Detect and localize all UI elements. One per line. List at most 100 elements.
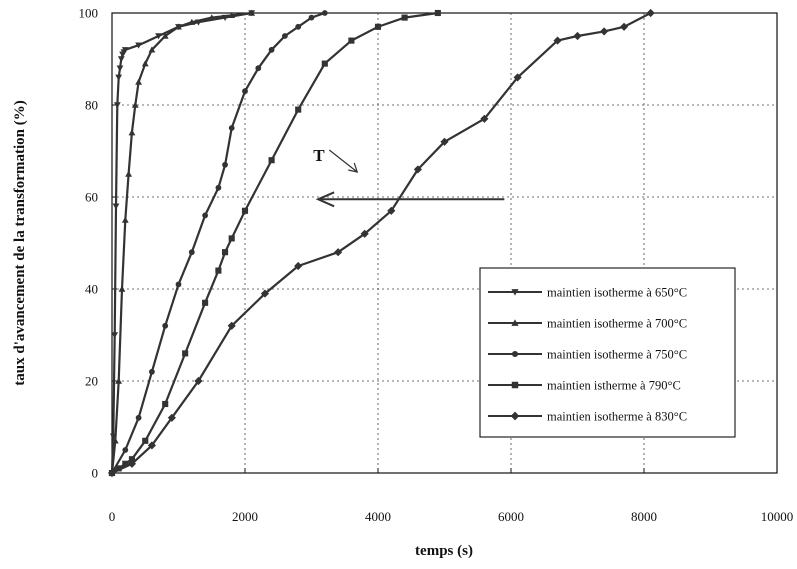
data-point: [387, 206, 396, 215]
data-point: [440, 137, 449, 146]
data-point: [295, 106, 302, 113]
series-2: [108, 9, 256, 476]
data-point: [155, 33, 162, 40]
data-point: [228, 235, 235, 242]
data-point: [308, 14, 315, 21]
data-point: [113, 102, 121, 109]
x-tick-label: 10000: [761, 509, 794, 524]
legend-label: maintien isotherme à 700°C: [547, 317, 687, 331]
data-point: [360, 229, 369, 238]
data-point: [122, 460, 129, 467]
data-point: [135, 414, 142, 421]
data-point: [242, 88, 248, 95]
x-tick-label: 0: [109, 509, 116, 524]
data-point: [248, 9, 256, 16]
series-5: [107, 8, 655, 478]
data-point: [215, 184, 222, 191]
data-point: [135, 78, 142, 85]
data-point: [202, 299, 209, 306]
data-point: [215, 267, 222, 274]
data-point: [260, 289, 270, 298]
data-point: [112, 203, 120, 210]
data-point: [111, 437, 119, 444]
data-point: [600, 27, 609, 36]
data-point: [227, 321, 236, 330]
data-point: [162, 322, 169, 329]
x-tick-label: 4000: [365, 509, 391, 524]
legend-box: [479, 267, 736, 438]
data-point: [480, 114, 489, 123]
legend-label: maintien isotherme à 650°C: [547, 286, 687, 300]
series-line: [111, 12, 652, 474]
x-tick-label: 8000: [631, 509, 657, 524]
data-point: [116, 65, 124, 72]
data-point: [510, 411, 520, 421]
data-point: [294, 261, 303, 271]
y-tick-label: 20: [85, 374, 98, 389]
data-point: [295, 23, 302, 30]
data-point: [282, 33, 288, 39]
series-4: [108, 9, 441, 477]
data-point: [142, 437, 149, 444]
data-point: [148, 46, 156, 53]
x-tick-label: 2000: [232, 509, 258, 524]
data-point: [553, 36, 562, 45]
data-point: [268, 157, 275, 164]
data-point: [268, 46, 275, 53]
data-point: [141, 60, 149, 67]
data-point: [321, 10, 328, 16]
legend-label: maintien isthermе à 790°C: [547, 379, 681, 393]
data-point: [149, 368, 155, 375]
data-point: [348, 37, 355, 44]
data-point: [125, 170, 133, 177]
y-tick-label: 80: [85, 98, 98, 113]
data-point: [121, 47, 129, 54]
annotation-t: T: [313, 146, 325, 165]
data-point: [221, 249, 229, 256]
data-point: [107, 468, 117, 478]
data-point: [434, 9, 441, 17]
y-tick-label: 100: [79, 6, 99, 21]
data-point: [222, 161, 228, 168]
axis-ticks: 0 2000 4000 6000 8000 10000 0 20 40 60 80 100: [79, 6, 794, 525]
data-point: [182, 350, 189, 357]
annotation-t-pointer: [328, 149, 358, 173]
data-point: [147, 441, 156, 450]
data-point: [228, 125, 235, 131]
data-point: [188, 249, 195, 256]
data-point: [118, 285, 126, 292]
data-point: [208, 14, 216, 21]
data-point: [162, 400, 169, 408]
data-point: [115, 465, 122, 472]
data-point: [619, 22, 629, 31]
data-point: [111, 332, 119, 339]
annotations: T: [313, 146, 505, 208]
data-point: [175, 281, 182, 288]
data-point: [121, 216, 129, 223]
y-tick-label: 40: [85, 282, 98, 297]
data-point: [161, 32, 169, 39]
data-point: [228, 11, 236, 19]
data-point: [374, 23, 382, 30]
data-point: [117, 56, 125, 63]
shift-arrow-head: [315, 191, 335, 208]
annotation-t-pointer-head: [348, 162, 359, 173]
series-3: [109, 10, 328, 476]
data-point: [573, 31, 582, 41]
y-axis-title: taux d'avancement de la transformation (…: [12, 100, 28, 385]
data-point: [128, 456, 136, 463]
data-point: [115, 74, 123, 81]
y-tick-label: 60: [85, 190, 98, 205]
data-point: [135, 42, 142, 49]
x-axis-title: temps (s): [415, 543, 473, 559]
legend-label: maintien isotherme à 750°C: [547, 348, 687, 362]
data-point: [401, 14, 408, 21]
legend: maintien isotherme à 650°C maintien isoth…: [479, 267, 736, 438]
data-point: [255, 65, 262, 72]
data-point: [334, 248, 343, 257]
data-point: [202, 212, 208, 219]
data-point: [413, 165, 422, 174]
data-point: [511, 289, 519, 296]
data-point: [127, 459, 137, 468]
